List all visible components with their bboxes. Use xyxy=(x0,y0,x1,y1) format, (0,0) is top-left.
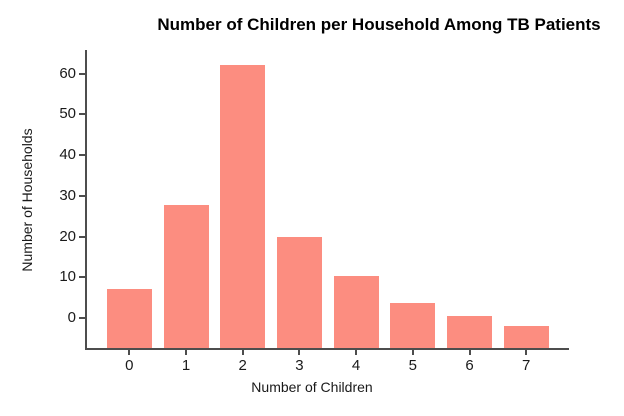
y-tick-mark xyxy=(79,276,85,279)
y-tick-mark xyxy=(79,194,85,197)
x-tick-mark xyxy=(241,350,244,355)
y-tick-label: 60 xyxy=(59,64,76,82)
y-tick-label: 50 xyxy=(59,105,76,123)
x-tick-label: 1 xyxy=(181,357,191,374)
bar xyxy=(390,302,436,348)
x-tick-mark xyxy=(185,350,187,355)
bar xyxy=(106,288,152,348)
x-tick-label: 5 xyxy=(408,357,417,374)
y-axis-spine xyxy=(85,50,87,350)
x-tick-mark xyxy=(128,350,131,355)
bar xyxy=(503,326,549,348)
x-tick-mark xyxy=(411,350,414,355)
x-tick-label: 3 xyxy=(295,357,304,374)
x-tick-label: 4 xyxy=(351,357,361,374)
y-tick-label: 20 xyxy=(59,227,76,245)
chart-title: Number of Children per Household Among T… xyxy=(157,15,601,34)
bar xyxy=(333,275,379,348)
y-tick-label: 40 xyxy=(59,146,76,163)
x-tick-label: 6 xyxy=(465,357,474,374)
bar xyxy=(447,315,492,348)
x-tick-label: 2 xyxy=(238,357,247,374)
y-tick-label: 30 xyxy=(59,186,76,204)
x-tick-label: 7 xyxy=(522,357,531,374)
x-tick-mark xyxy=(525,350,528,355)
x-axis-label: Number of Children xyxy=(251,379,373,395)
y-tick-label: 10 xyxy=(59,268,76,286)
x-tick-label: 0 xyxy=(125,357,134,374)
y-tick-mark xyxy=(79,154,85,156)
x-axis-spine xyxy=(85,348,569,350)
y-tick-mark xyxy=(79,113,85,116)
plot-area: 0 10 20 30 40 50 60 0 1 2 3 4 5 6 7 xyxy=(59,50,569,374)
bar xyxy=(220,64,266,348)
x-tick-mark xyxy=(355,350,358,355)
bar xyxy=(163,205,209,348)
bar xyxy=(276,237,322,348)
y-tick-mark xyxy=(79,316,85,319)
y-tick-mark xyxy=(79,72,85,75)
x-tick-mark xyxy=(298,350,301,355)
x-tick-mark xyxy=(468,350,471,355)
y-tick-mark xyxy=(79,235,85,238)
y-tick-label: 0 xyxy=(67,308,76,326)
